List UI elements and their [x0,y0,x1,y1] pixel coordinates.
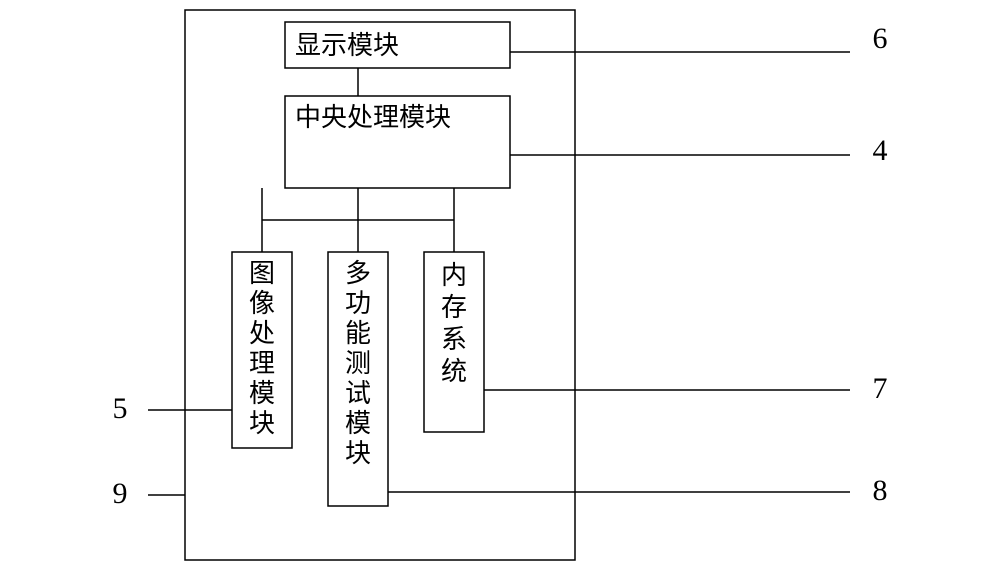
node-cpu: 中央处理模块 4 [285,96,888,188]
node-cpu-label: 中央处理模块 [295,103,451,132]
label-9: 9 [113,477,128,510]
node-memory: 内存系统 7 [424,252,888,432]
node-memory-label: 内存系统 [441,261,467,386]
label-8: 8 [873,474,888,507]
node-image: 图像处理模块 5 [113,252,293,448]
label-7: 7 [873,372,888,405]
node-multi: 多功能测试模块 8 [328,252,888,507]
label-6: 6 [873,22,888,55]
leader-outer: 9 [113,477,186,510]
node-multi-label: 多功能测试模块 [345,259,371,468]
node-image-label: 图像处理模块 [249,259,275,438]
outer-box [185,10,575,560]
node-display-label: 显示模块 [295,31,399,60]
label-5: 5 [113,392,128,425]
node-display: 显示模块 6 [285,22,888,68]
label-4: 4 [873,134,888,167]
